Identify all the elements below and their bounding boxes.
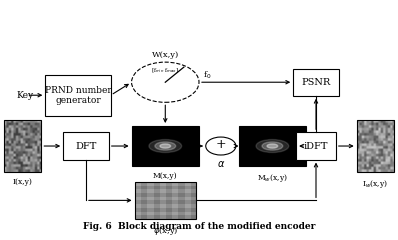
Text: iDFT: iDFT xyxy=(304,142,328,150)
Ellipse shape xyxy=(267,144,278,148)
Ellipse shape xyxy=(160,144,171,148)
Text: I$_w$(x,y): I$_w$(x,y) xyxy=(363,178,388,190)
Bar xyxy=(135,182,196,219)
Bar xyxy=(45,75,111,116)
Text: [f$_{min}$ f$_{max}$]: [f$_{min}$ f$_{max}$] xyxy=(151,66,179,75)
Ellipse shape xyxy=(149,139,181,153)
Text: I(x,y): I(x,y) xyxy=(13,178,33,186)
Text: M$_w$(x,y): M$_w$(x,y) xyxy=(257,172,288,184)
Bar xyxy=(296,132,336,160)
Text: +: + xyxy=(215,138,226,151)
Ellipse shape xyxy=(155,142,176,150)
Bar xyxy=(293,69,339,96)
Bar xyxy=(239,126,306,166)
Text: PSNR: PSNR xyxy=(301,78,331,87)
Bar xyxy=(357,120,394,172)
Text: Fig. 6  Block diagram of the modified encoder: Fig. 6 Block diagram of the modified enc… xyxy=(83,222,315,231)
Bar xyxy=(4,120,41,172)
Text: DFT: DFT xyxy=(75,142,97,150)
Text: f$_0$: f$_0$ xyxy=(203,69,211,81)
Bar xyxy=(63,132,109,160)
Text: Key: Key xyxy=(17,91,34,100)
Text: $\varphi$(x,y): $\varphi$(x,y) xyxy=(152,225,178,237)
Ellipse shape xyxy=(262,142,283,150)
Text: $\alpha$: $\alpha$ xyxy=(217,159,225,169)
Text: M(x,y): M(x,y) xyxy=(153,172,178,180)
Bar xyxy=(132,126,199,166)
Text: W(x,y): W(x,y) xyxy=(152,51,179,59)
Ellipse shape xyxy=(256,139,289,153)
Text: PRND number
generator: PRND number generator xyxy=(45,85,111,105)
